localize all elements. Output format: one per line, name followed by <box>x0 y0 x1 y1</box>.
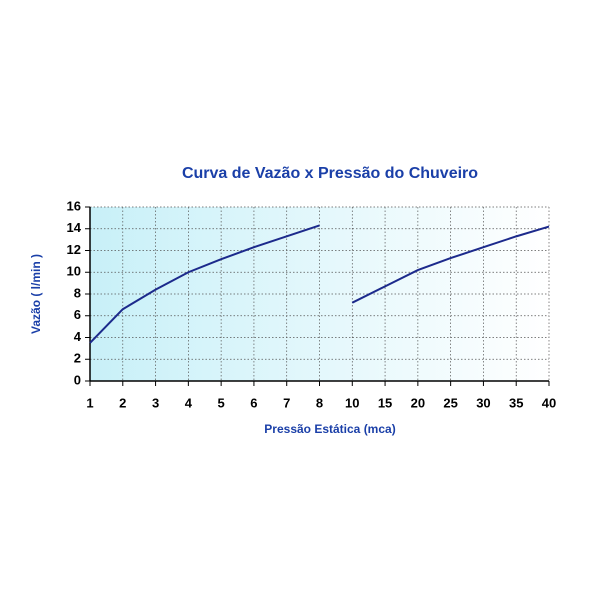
y-axis-title: Vazão ( l/min ) <box>29 254 43 334</box>
x-tick-label: 4 <box>185 395 193 410</box>
y-tick-label: 4 <box>74 329 82 344</box>
y-tick-label: 14 <box>67 220 82 235</box>
x-tick-label: 25 <box>443 395 457 410</box>
x-tick-label: 20 <box>411 395 425 410</box>
chart-title: Curva de Vazão x Pressão do Chuveiro <box>182 165 478 182</box>
x-tick-label: 8 <box>316 395 323 410</box>
y-tick-label: 16 <box>67 198 81 213</box>
y-tick-label: 6 <box>74 307 81 322</box>
x-tick-label: 6 <box>250 395 257 410</box>
x-tick-label: 15 <box>378 395 392 410</box>
x-tick-label: 40 <box>542 395 556 410</box>
y-tick-label: 0 <box>74 372 81 387</box>
y-tick-label: 8 <box>74 285 81 300</box>
x-tick-label: 1 <box>86 395 93 410</box>
y-tick-label: 10 <box>67 264 81 279</box>
x-tick-label: 2 <box>119 395 126 410</box>
x-tick-label: 35 <box>509 395 523 410</box>
line-series <box>351 225 550 304</box>
x-tick-label: 7 <box>283 395 290 410</box>
x-tick-label: 3 <box>152 395 159 410</box>
y-tick-label: 2 <box>74 351 81 366</box>
x-tick-label: 30 <box>476 395 490 410</box>
x-tick-label: 10 <box>345 395 359 410</box>
x-axis-title: Pressão Estática (mca) <box>264 422 395 436</box>
x-tick-label: 5 <box>218 395 225 410</box>
y-tick-label: 12 <box>67 242 81 257</box>
line-series <box>89 224 320 344</box>
